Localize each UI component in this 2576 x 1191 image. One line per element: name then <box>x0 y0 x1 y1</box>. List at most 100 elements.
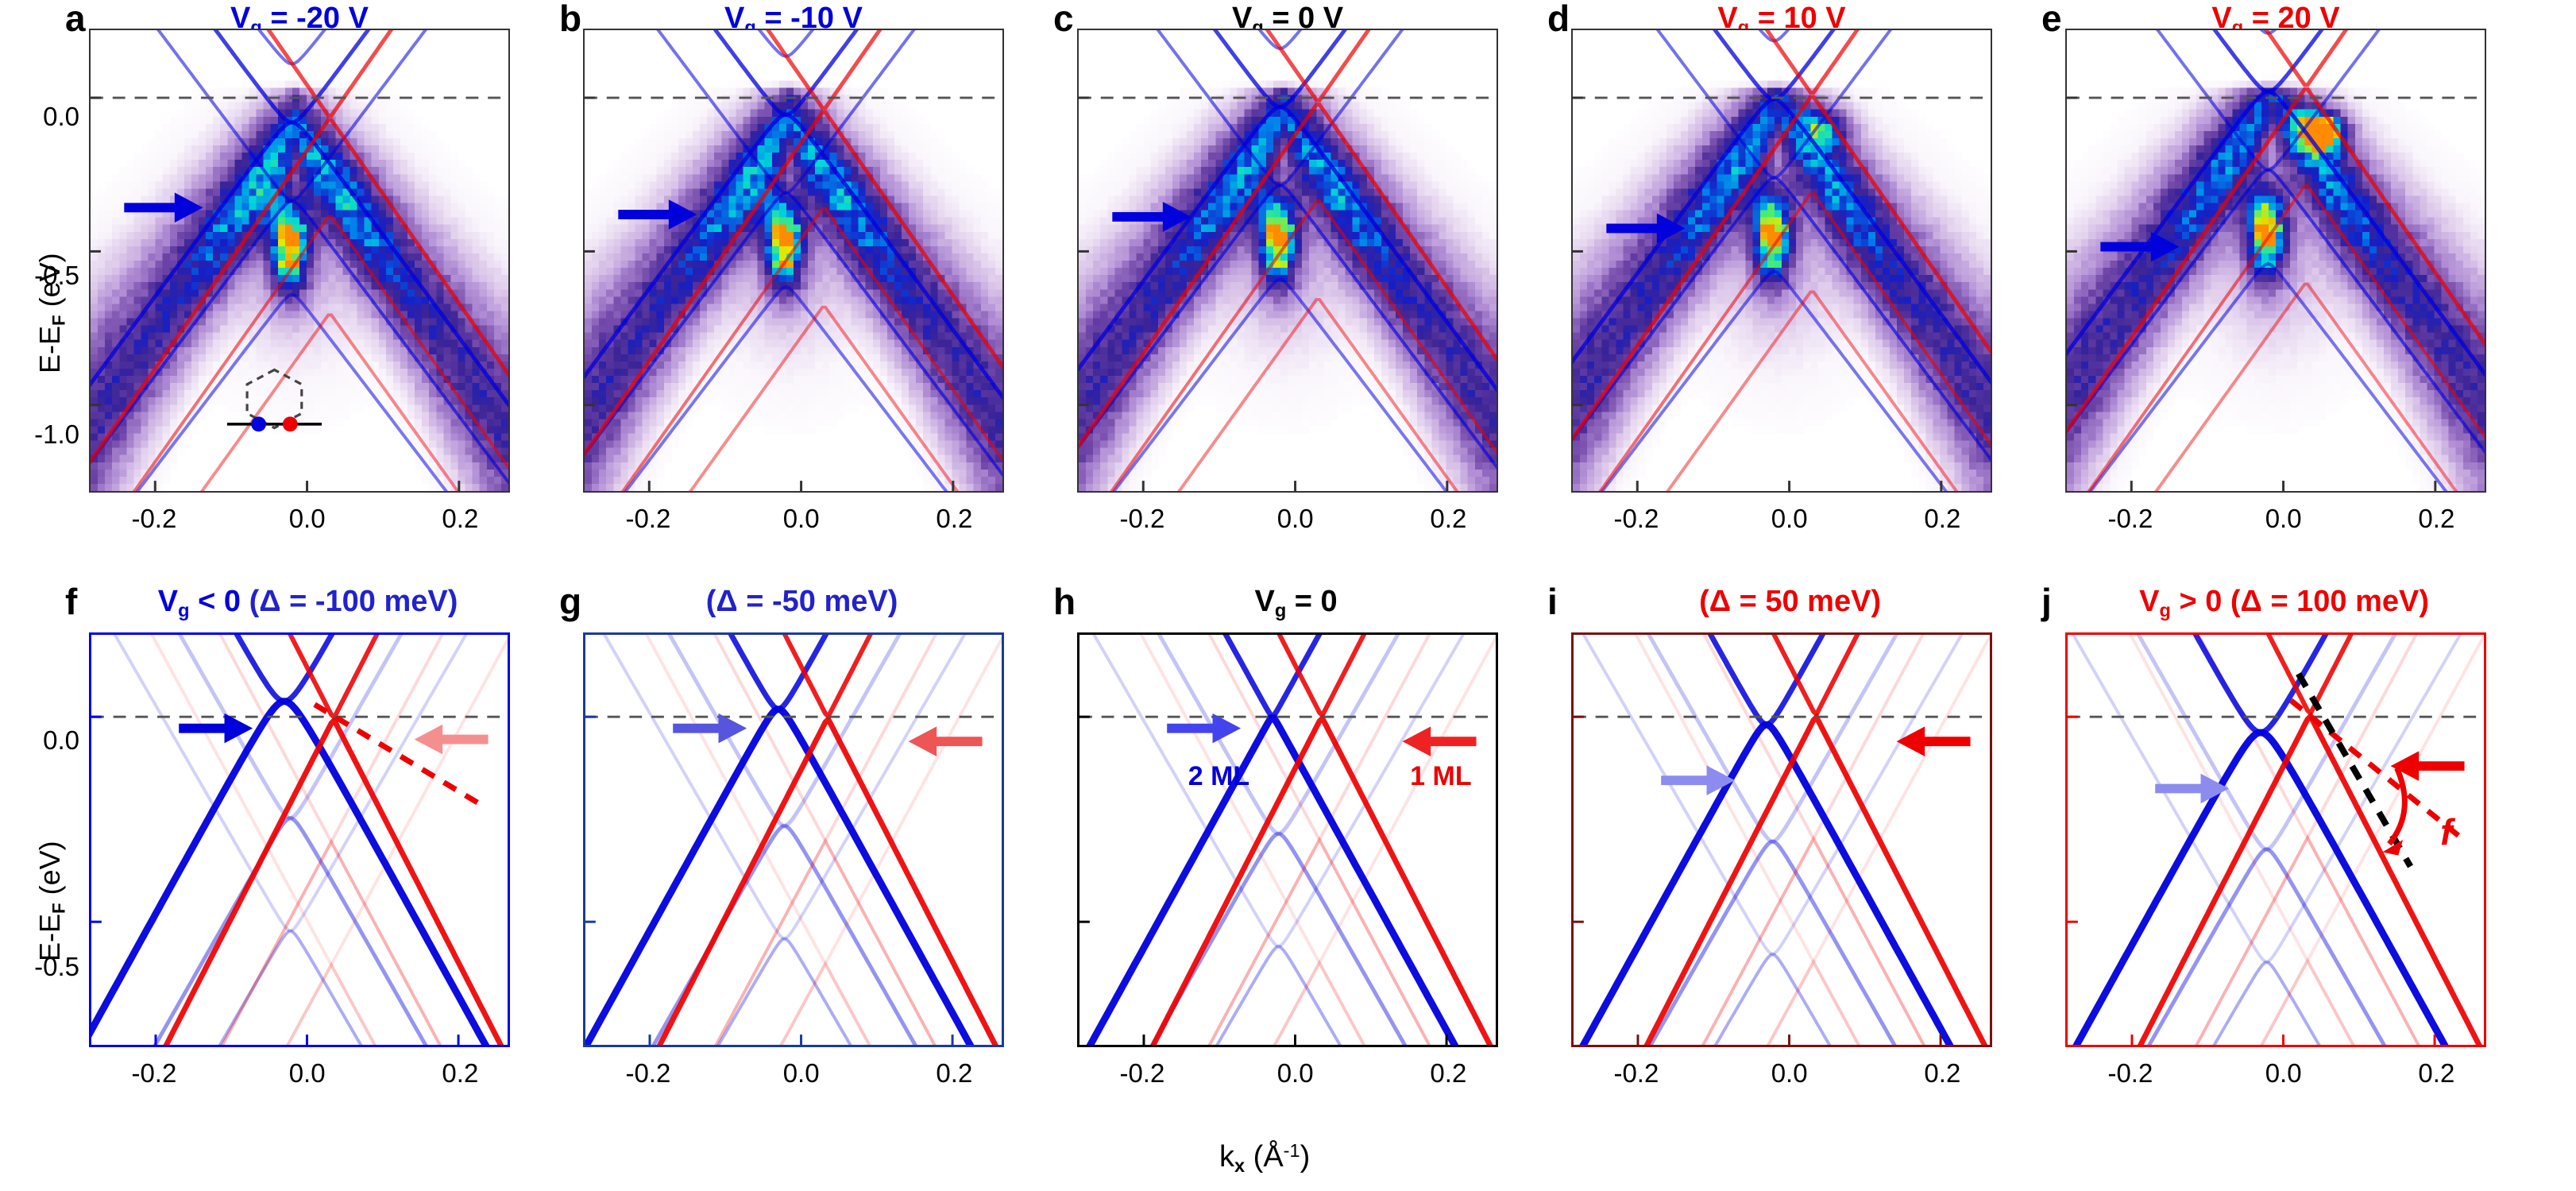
x-tick-e-2: 0.2 <box>2418 504 2455 533</box>
x-tick-f-1: 0.0 <box>288 1058 326 1088</box>
arrow-2ml-i <box>1661 765 1736 795</box>
x-tick-h-0: -0.2 <box>1119 1058 1165 1088</box>
band-arrow-a <box>124 192 203 223</box>
arpes-panel-a[interactable] <box>89 29 510 493</box>
x-tick-g-0: -0.2 <box>625 1058 671 1088</box>
x-tick-d-2: 0.2 <box>1924 504 1961 533</box>
angle-label-f: f <box>2440 811 2453 853</box>
calc-panel-i[interactable] <box>1571 632 1992 1047</box>
panel-title-rest-h: = 0 <box>1286 585 1338 618</box>
arpes-map-a <box>91 30 508 491</box>
panel-title-rest-e: = 20 V <box>2243 2 2340 35</box>
y-tick-bot-1: -0.5 <box>34 952 79 981</box>
x-tick-i-2: 0.2 <box>1924 1058 1961 1088</box>
y-tick-top-1: -0.5 <box>34 261 79 290</box>
arpes-map-d <box>1573 30 1991 491</box>
panel-delta-j: (Δ = 100 meV) <box>2222 585 2430 618</box>
panel-title-sub-j: g <box>2159 600 2171 621</box>
x-tick-a-1: 0.0 <box>288 504 326 533</box>
x-tick-f-0: -0.2 <box>131 1058 177 1088</box>
x-tick-f-2: 0.2 <box>442 1058 479 1088</box>
panel-title-rest-f: < 0 <box>189 585 241 618</box>
panel-title-v-j: V <box>2139 585 2160 618</box>
band-arrow-e <box>2100 231 2180 262</box>
label-2ml: 2 ML <box>1188 761 1250 792</box>
arrow-1ml-i <box>1896 726 1971 756</box>
x-tick-a-2: 0.2 <box>442 504 479 533</box>
calc-panel-f[interactable] <box>89 632 510 1047</box>
arrow-2ml-j <box>2155 773 2230 804</box>
x-tick-i-0: -0.2 <box>1613 1058 1659 1088</box>
panel-title-c: Vg = 0 V <box>1232 3 1343 37</box>
x-tick-g-2: 0.2 <box>936 1058 973 1088</box>
x-axis-label: kx (Å-1) <box>1219 1140 1310 1177</box>
panel-title-f: Vg < 0 (Δ = -100 meV) <box>158 586 458 621</box>
panel-title-v-b: V <box>724 2 745 35</box>
x-tick-d-0: -0.2 <box>1613 504 1659 533</box>
arpes-panel-e[interactable] <box>2065 29 2486 493</box>
x-tick-c-1: 0.0 <box>1276 504 1314 533</box>
panel-label-f: f <box>65 581 78 622</box>
calc-spectral-map-h <box>1079 635 1496 1045</box>
y-axis-label-sub: F <box>48 315 69 326</box>
panel-label-j: j <box>2041 581 2052 622</box>
panel-label-a: a <box>65 0 86 39</box>
panel-title-j: Vg > 0 (Δ = 100 meV) <box>2139 586 2429 621</box>
panel-title-d: Vg = 10 V <box>1717 3 1845 37</box>
calc-spectral-map-j <box>2068 635 2484 1045</box>
arpes-map-b <box>585 30 1002 491</box>
panel-title-v-h: V <box>1254 585 1275 618</box>
panel-label-b: b <box>559 0 582 39</box>
y-axis-label-bottom: E-EF (eV) <box>33 841 70 961</box>
y-axis-label-sub-b: F <box>48 903 69 914</box>
x-tick-b-1: 0.0 <box>782 504 820 533</box>
arpes-panel-d[interactable] <box>1571 29 1992 493</box>
calc-panel-h[interactable] <box>1077 632 1498 1047</box>
arpes-panel-c[interactable] <box>1077 29 1498 493</box>
arrow-1ml-g <box>908 726 983 756</box>
y-axis-label-unit-b: (eV) <box>33 841 66 903</box>
x-axis-label-sup: -1 <box>1283 1140 1300 1162</box>
calc-panel-g[interactable] <box>583 632 1004 1047</box>
panel-title-rest-a: = -20 V <box>261 2 369 35</box>
x-tick-c-2: 0.2 <box>1430 504 1467 533</box>
panel-label-d: d <box>1547 0 1570 39</box>
x-axis-label-sub: x <box>1234 1155 1246 1177</box>
panel-title-sub-h: g <box>1274 600 1287 621</box>
panel-title-rest-j: > 0 <box>2170 585 2223 618</box>
panel-title-e: Vg = 20 V <box>2211 3 2339 37</box>
arrow-1ml-j <box>2390 751 2465 781</box>
label-1ml: 1 ML <box>1410 761 1472 792</box>
x-tick-e-1: 0.0 <box>2265 504 2302 533</box>
panel-label-i: i <box>1547 581 1558 622</box>
angle-arc-f <box>2387 767 2408 846</box>
calc-panel-j[interactable] <box>2065 632 2486 1047</box>
x-tick-e-0: -0.2 <box>2107 504 2153 533</box>
x-axis-label-unit: (Å <box>1245 1140 1284 1174</box>
panel-title-v-c: V <box>1231 2 1253 35</box>
y-axis-label-text: E-E <box>33 325 66 373</box>
x-tick-j-1: 0.0 <box>2265 1058 2302 1088</box>
panel-title-i: (Δ = 50 meV) <box>1699 586 1881 617</box>
band-arrow-c <box>1112 202 1191 232</box>
x-tick-c-0: -0.2 <box>1119 504 1165 533</box>
x-tick-b-0: -0.2 <box>625 504 671 533</box>
panel-title-rest-c: = 0 V <box>1263 2 1344 35</box>
x-axis-label-k: k <box>1219 1140 1234 1174</box>
panel-title-sub-f: g <box>178 600 190 621</box>
arrow-1ml-h <box>1402 726 1477 756</box>
panel-title-v-f: V <box>157 585 179 618</box>
arpes-map-c <box>1079 30 1497 491</box>
x-tick-d-1: 0.0 <box>1771 504 1808 533</box>
arpes-map-e <box>2067 30 2485 491</box>
arpes-panel-b[interactable] <box>583 29 1004 493</box>
panel-title-g: (Δ = -50 meV) <box>706 586 898 617</box>
panel-label-e: e <box>2041 0 2062 39</box>
x-tick-h-1: 0.0 <box>1276 1058 1314 1088</box>
x-tick-h-2: 0.2 <box>1430 1058 1467 1088</box>
x-tick-i-1: 0.0 <box>1771 1058 1808 1088</box>
panel-title-rest-d: = 10 V <box>1749 2 1846 35</box>
panel-label-h: h <box>1053 581 1076 622</box>
panel-title-v-d: V <box>1717 2 1738 35</box>
